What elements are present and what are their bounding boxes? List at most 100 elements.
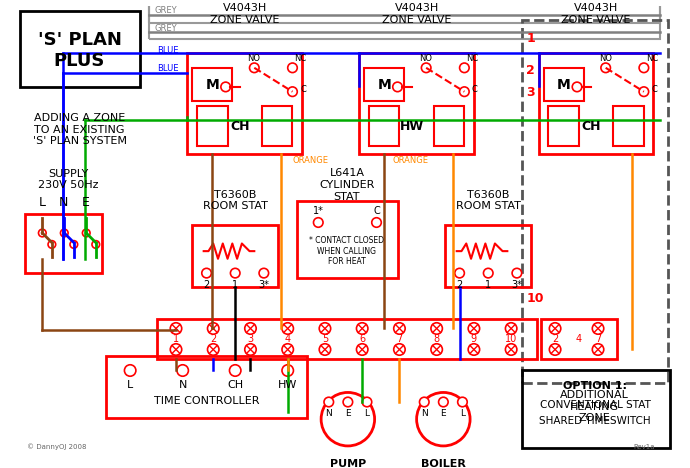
Circle shape <box>208 323 219 334</box>
Circle shape <box>639 63 649 73</box>
Text: E: E <box>440 409 446 417</box>
Bar <box>364 68 404 101</box>
Text: 2: 2 <box>526 65 535 78</box>
Bar <box>20 10 139 87</box>
Bar <box>549 106 579 146</box>
Circle shape <box>343 397 353 407</box>
Circle shape <box>484 268 493 278</box>
Circle shape <box>394 323 405 334</box>
Circle shape <box>592 344 604 355</box>
Text: V4043H
ZONE VALVE: V4043H ZONE VALVE <box>210 3 279 25</box>
Text: ADDITIONAL
HEATING
ZONE: ADDITIONAL HEATING ZONE <box>560 390 629 424</box>
Text: 4: 4 <box>576 334 582 344</box>
Text: N: N <box>59 196 68 209</box>
Text: 1: 1 <box>485 280 491 290</box>
Circle shape <box>313 218 323 227</box>
Text: C: C <box>300 85 306 94</box>
Text: L: L <box>364 409 369 417</box>
Circle shape <box>455 268 464 278</box>
Text: HW: HW <box>400 120 424 133</box>
Bar <box>445 226 531 287</box>
Text: 'S' PLAN
PLUS: 'S' PLAN PLUS <box>38 31 121 70</box>
Circle shape <box>431 344 442 355</box>
Circle shape <box>439 397 448 407</box>
Text: 9: 9 <box>471 334 477 344</box>
Bar <box>539 53 653 154</box>
Text: T6360B
ROOM STAT: T6360B ROOM STAT <box>203 190 268 211</box>
Circle shape <box>250 63 259 73</box>
Text: GREY: GREY <box>154 7 177 15</box>
Text: 3: 3 <box>526 87 535 100</box>
Circle shape <box>601 63 611 73</box>
Circle shape <box>208 344 219 355</box>
Circle shape <box>170 323 181 334</box>
Circle shape <box>422 63 431 73</box>
Text: © DannyOJ 2008: © DannyOJ 2008 <box>27 443 86 450</box>
Text: 5: 5 <box>322 334 328 344</box>
Bar <box>157 319 537 359</box>
Circle shape <box>357 344 368 355</box>
Bar <box>297 202 397 278</box>
Text: NC: NC <box>466 54 479 63</box>
Text: C: C <box>373 206 380 216</box>
Circle shape <box>505 323 517 334</box>
Bar <box>359 53 474 154</box>
Text: Rev1a: Rev1a <box>634 444 656 450</box>
Text: V4043H
ZONE VALVE: V4043H ZONE VALVE <box>382 3 451 25</box>
Bar <box>193 68 233 101</box>
Text: BLUE: BLUE <box>157 46 179 56</box>
Text: 7: 7 <box>595 334 601 344</box>
Circle shape <box>324 397 333 407</box>
Circle shape <box>372 218 382 227</box>
Circle shape <box>460 87 469 96</box>
Text: 10: 10 <box>526 292 544 305</box>
Text: N: N <box>326 409 332 417</box>
Circle shape <box>549 323 561 334</box>
Text: M: M <box>557 78 571 92</box>
Bar <box>262 106 293 146</box>
Bar <box>434 106 464 146</box>
Text: C: C <box>651 85 658 94</box>
Circle shape <box>362 397 372 407</box>
Text: GREY: GREY <box>154 23 177 33</box>
Text: N: N <box>421 409 428 417</box>
Text: NC: NC <box>295 54 306 63</box>
Circle shape <box>245 323 256 334</box>
Text: PUMP: PUMP <box>330 459 366 468</box>
Bar <box>369 106 400 146</box>
Circle shape <box>469 344 480 355</box>
Circle shape <box>201 268 211 278</box>
Text: L641A
CYLINDER
STAT: L641A CYLINDER STAT <box>319 168 375 202</box>
Circle shape <box>457 397 467 407</box>
Bar <box>541 319 617 359</box>
Text: 4: 4 <box>285 334 290 344</box>
Circle shape <box>460 63 469 73</box>
Bar <box>25 214 101 273</box>
Text: BLUE: BLUE <box>157 64 179 73</box>
Text: M: M <box>206 78 219 92</box>
Text: HW: HW <box>278 380 297 390</box>
Circle shape <box>259 268 268 278</box>
Text: 1: 1 <box>173 334 179 344</box>
Text: ORANGE: ORANGE <box>393 156 428 165</box>
Bar <box>106 356 307 418</box>
Text: * CONTACT CLOSED
WHEN CALLING
FOR HEAT: * CONTACT CLOSED WHEN CALLING FOR HEAT <box>309 236 384 266</box>
Text: SUPPLY
230V 50Hz: SUPPLY 230V 50Hz <box>38 169 99 190</box>
Circle shape <box>288 87 297 96</box>
Circle shape <box>288 63 297 73</box>
Bar <box>522 20 668 383</box>
Text: 1*: 1* <box>313 206 324 216</box>
Circle shape <box>230 365 241 376</box>
Bar <box>544 68 584 101</box>
Bar <box>149 0 660 39</box>
Text: 10: 10 <box>505 334 518 344</box>
Circle shape <box>394 344 405 355</box>
Bar <box>149 0 660 23</box>
Text: L: L <box>39 196 46 209</box>
Circle shape <box>170 344 181 355</box>
Circle shape <box>230 268 240 278</box>
Text: N: N <box>179 380 187 390</box>
Text: TIME CONTROLLER: TIME CONTROLLER <box>154 396 259 406</box>
Text: CH: CH <box>582 120 601 133</box>
Text: BOILER: BOILER <box>421 459 466 468</box>
